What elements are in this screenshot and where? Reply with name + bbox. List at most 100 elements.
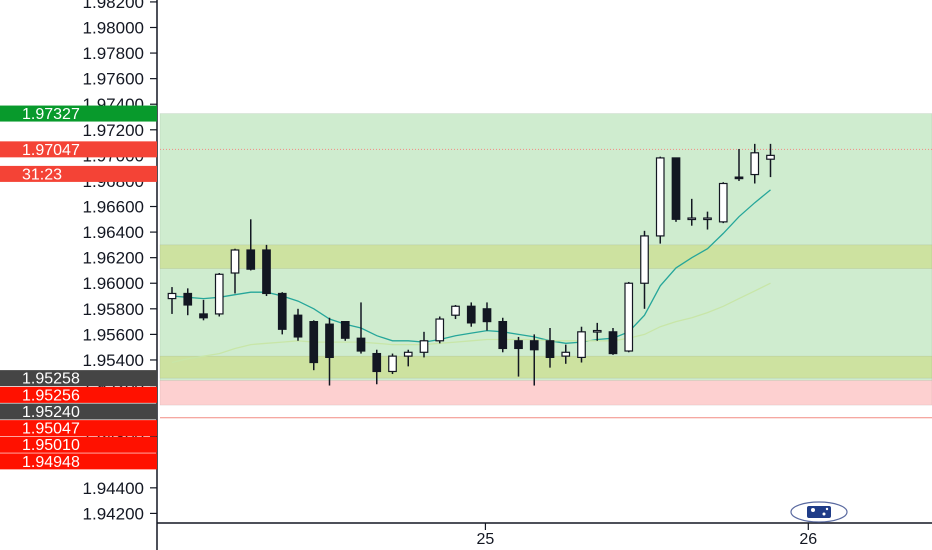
price-label[interactable]: 1.95010 (0, 436, 157, 455)
price-label-text: 1.95047 (22, 421, 80, 438)
candle-body (592, 329, 602, 333)
candle[interactable] (214, 273, 224, 317)
y-tick-label: 1.98000 (83, 18, 144, 37)
candle[interactable] (766, 143, 775, 178)
x-axis-ticks: 25 26 (477, 523, 817, 548)
candle[interactable] (561, 344, 571, 364)
candle[interactable] (435, 316, 445, 344)
y-tick-label: 1.98200 (83, 0, 144, 12)
candles-layer (167, 143, 775, 386)
candle[interactable] (340, 321, 350, 341)
candle[interactable] (482, 302, 492, 331)
candle[interactable] (388, 353, 397, 375)
price-label[interactable]: 1.97327 (0, 105, 157, 124)
candle[interactable] (687, 198, 697, 226)
price-labels: 1.97327 1.97047 31:23 1.952581.952561.95240… (0, 105, 157, 471)
candle-body (403, 351, 413, 357)
candle[interactable] (498, 317, 508, 353)
y-tick-label: 1.95800 (83, 300, 144, 319)
candle-body (577, 331, 586, 359)
y-tick-label: 1.96400 (83, 223, 144, 242)
candle[interactable] (671, 157, 681, 222)
candle[interactable] (734, 148, 744, 181)
candle[interactable] (372, 349, 382, 385)
candle[interactable] (451, 304, 460, 320)
ema-slow-line (171, 282, 771, 364)
candle[interactable] (655, 156, 665, 244)
candle-body (624, 282, 634, 352)
moving-averages-layer (171, 189, 771, 364)
candle-body (388, 355, 397, 373)
candle-body (419, 340, 429, 353)
ema-fast-line (171, 189, 771, 344)
price-label-bg (0, 436, 157, 453)
price-label[interactable]: 1.95258 (0, 370, 157, 388)
candle[interactable] (514, 336, 523, 377)
candle[interactable] (246, 219, 256, 271)
candle[interactable] (624, 281, 634, 353)
candle[interactable] (230, 248, 240, 294)
price-label-bg (0, 386, 157, 403)
candle[interactable] (356, 302, 366, 354)
candle[interactable] (703, 211, 712, 230)
candle[interactable] (309, 320, 319, 371)
candle[interactable] (167, 287, 177, 314)
candle-body (340, 321, 350, 339)
candle[interactable] (419, 331, 429, 358)
candle[interactable] (183, 288, 193, 316)
candle[interactable] (293, 308, 303, 341)
candle[interactable] (750, 143, 760, 184)
candle-body (435, 318, 445, 342)
candle[interactable] (640, 230, 649, 309)
candle[interactable] (718, 182, 728, 224)
x-tick-label: 26 (799, 531, 817, 548)
candle[interactable] (325, 317, 334, 386)
candle-body (545, 340, 555, 359)
au-flag-icon[interactable] (790, 501, 848, 523)
y-tick-label: 1.95400 (83, 351, 144, 370)
price-label[interactable]: 1.95256 (0, 386, 157, 405)
price-label-bg (0, 165, 157, 182)
candle-body (766, 154, 775, 160)
candle-body (466, 305, 476, 324)
candle-body (309, 321, 319, 364)
candle-body (529, 340, 539, 351)
candle[interactable] (545, 327, 555, 368)
candle-body (498, 321, 508, 350)
price-label-bg (0, 420, 157, 437)
price-label[interactable]: 31:23 (0, 165, 157, 184)
candle-body (246, 249, 256, 270)
price-label-bg (0, 370, 157, 387)
candle-body (750, 152, 760, 176)
price-label-bg (0, 141, 157, 158)
x-tick-label: 25 (477, 531, 495, 548)
candle[interactable] (199, 299, 208, 321)
zone-1[interactable] (159, 244, 932, 269)
price-label[interactable]: 1.95047 (0, 420, 157, 438)
y-tick-label: 1.96600 (83, 198, 144, 217)
candle[interactable] (466, 302, 476, 327)
horizontal-lines-layer (160, 148, 932, 419)
candle[interactable] (262, 244, 271, 297)
price-label-text: 1.95256 (22, 387, 80, 404)
zones-layer (159, 113, 932, 406)
price-label-bg (0, 453, 157, 470)
zone-3[interactable] (159, 380, 932, 406)
candle[interactable] (529, 334, 539, 386)
price-label[interactable]: 1.95240 (0, 403, 157, 421)
candle[interactable] (592, 322, 602, 341)
price-label[interactable]: 1.97047 (0, 141, 157, 159)
candle-body (655, 157, 665, 237)
y-tick-label: 1.94200 (83, 504, 144, 523)
y-tick-label: 1.97800 (83, 44, 144, 63)
candle[interactable] (403, 349, 413, 367)
zone-2[interactable] (159, 355, 932, 379)
candle[interactable] (277, 292, 287, 335)
candle-body (183, 292, 193, 306)
candle[interactable] (608, 327, 618, 355)
price-label[interactable]: 1.94948 (0, 453, 157, 471)
candle-body (372, 352, 382, 373)
candle-body (640, 235, 649, 284)
candle[interactable] (577, 326, 586, 363)
